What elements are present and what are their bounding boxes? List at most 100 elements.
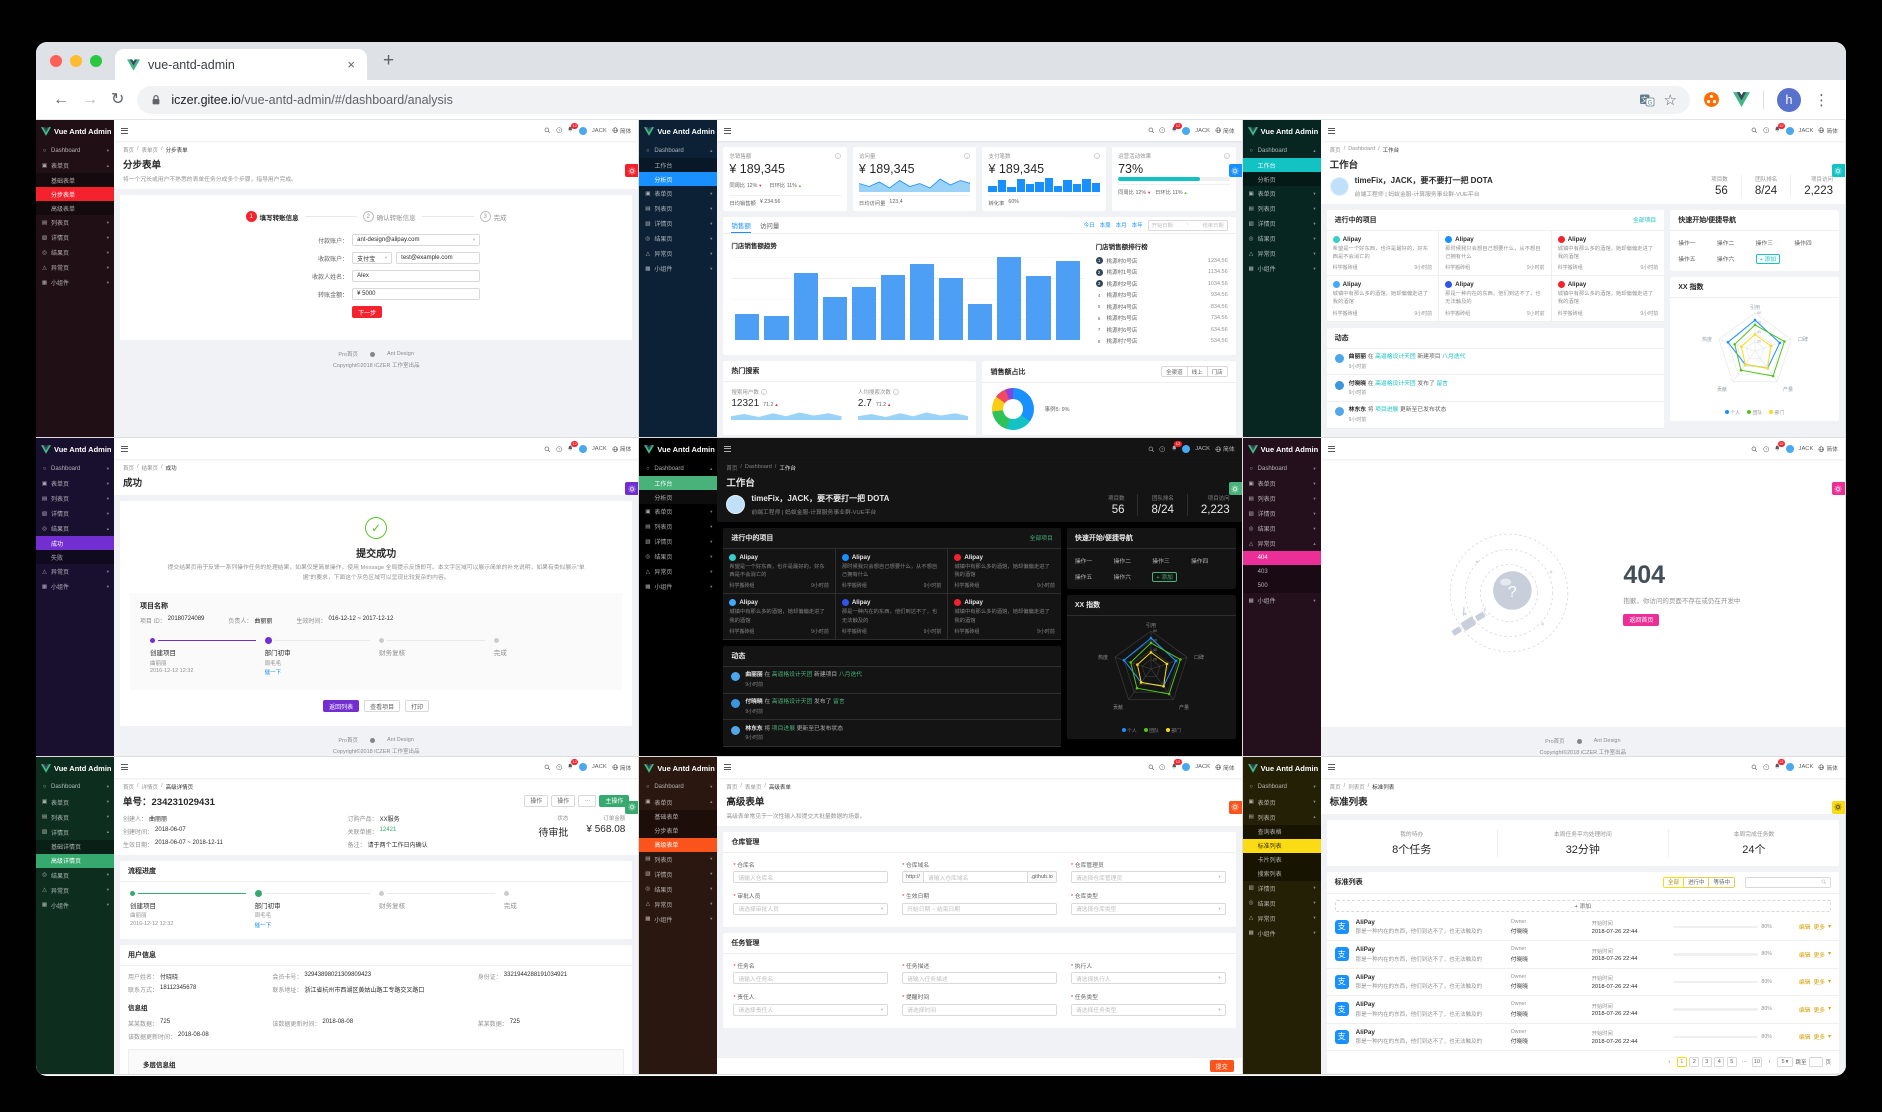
sidebar-item[interactable]: ▣ 表单页 ▾ — [36, 795, 114, 810]
edit-link[interactable]: 编辑 — [1798, 1035, 1811, 1042]
sidebar-item[interactable]: △ 异常页 ▾ — [639, 564, 717, 579]
secondary-button-1[interactable]: 查看项目 — [364, 700, 401, 713]
sidebar-subitem[interactable]: 工作台 — [639, 476, 718, 491]
header-help-icon[interactable]: ? — [1762, 764, 1770, 771]
sidebar-item[interactable]: ○ Dashboard ▾ — [1243, 780, 1321, 795]
feed-object-link[interactable]: 八月迭代 — [1442, 354, 1466, 360]
sidebar-item[interactable]: ▤ 列表页 ▾ — [1243, 201, 1321, 216]
github-icon[interactable] — [1576, 738, 1582, 744]
sidebar-item[interactable]: △ 异常页 ▾ — [36, 260, 114, 275]
project-group[interactable]: 科学搬砖组 — [1445, 310, 1471, 317]
sidebar-item[interactable]: ◎ 结果页 ▾ — [1243, 521, 1321, 536]
edit-link[interactable]: 编辑 — [1798, 1007, 1811, 1014]
all-projects-link[interactable]: 全部项目 — [1633, 218, 1657, 224]
all-projects-link[interactable]: 全部项目 — [1029, 536, 1053, 543]
header-help-icon[interactable]: ? — [1159, 127, 1166, 134]
sidebar-subitem[interactable]: 分步表单 — [639, 824, 717, 838]
edit-link[interactable]: 编辑 — [1798, 980, 1811, 987]
menu-fold-icon[interactable] — [121, 764, 128, 771]
footer-link-antd[interactable]: Ant Design — [1593, 738, 1621, 745]
project-card[interactable]: Alipay 那是一种内在的东西，他们到达不了，也无法触及的 科学搬砖组 9小时前 — [835, 594, 949, 640]
page-button-10[interactable]: 10 — [1751, 1057, 1762, 1068]
input-field[interactable]: 请输入任务名 — [733, 972, 889, 985]
sidebar-item[interactable]: ▦ 小组件 ▾ — [36, 275, 114, 290]
more-link[interactable]: 更多 — [1813, 1007, 1826, 1014]
user-avatar[interactable] — [1182, 444, 1191, 453]
header-bell-icon[interactable]: 12 — [567, 759, 579, 772]
sidebar-item[interactable]: ▣ 表单页 ▾ — [1243, 476, 1321, 491]
menu-fold-icon[interactable] — [1327, 127, 1335, 134]
filter-2[interactable]: 等待中 — [1709, 876, 1735, 888]
project-group[interactable]: 科学搬砖组 — [1445, 265, 1471, 271]
quick-link-3[interactable]: 操作四 — [1794, 240, 1812, 247]
quick-link-0[interactable]: 操作一 — [1074, 558, 1093, 565]
menu-fold-icon[interactable] — [724, 445, 732, 452]
project-card[interactable]: Alipay 那时候我只会想自己想要什么，从不想自己拥有什么 科学搬砖组 9小时前 — [1439, 230, 1552, 276]
header-search-icon[interactable] — [1751, 446, 1758, 453]
user-avatar[interactable] — [578, 763, 587, 772]
theme-settings-button[interactable] — [1831, 800, 1845, 814]
quick-link-2[interactable]: 操作三 — [1755, 240, 1773, 247]
sidebar-item[interactable]: ▦ 小组件 ▾ — [1243, 926, 1321, 941]
theme-settings-button[interactable] — [625, 164, 639, 177]
sidebar-item[interactable]: ▣ 表单页 ▾ — [639, 186, 717, 201]
project-card[interactable]: Alipay 希望是一个好东西，也许是最好的，好东西是不会消亡的 科学搬砖组 9小时前 — [1326, 230, 1440, 276]
quick-link-1[interactable]: 操作二 — [1716, 240, 1735, 247]
sidebar-item[interactable]: △ 异常页 ▾ — [639, 246, 717, 261]
breadcrumb-item[interactable]: Dashboard — [744, 464, 772, 471]
sidebar-item[interactable]: ▣ 表单页 ▾ — [1243, 186, 1321, 201]
profile-avatar[interactable]: h — [1777, 87, 1801, 112]
header-help-icon[interactable]: ? — [1159, 764, 1166, 771]
header-search-icon[interactable] — [544, 127, 551, 134]
user-avatar[interactable] — [578, 444, 587, 453]
breadcrumb-item[interactable]: 首页 — [123, 784, 135, 791]
header-search-icon[interactable] — [1148, 446, 1155, 453]
sidebar-subitem[interactable]: 工作台 — [1242, 158, 1321, 172]
receiver-type-select[interactable]: 支付宝 ▾ — [352, 252, 393, 264]
feed-user[interactable]: 曲丽丽 — [745, 672, 763, 679]
project-card[interactable]: Alipay 城镇中有那么多的酒馆，她却偏偏走进了我的酒馆 科学搬砖组 9小时前 — [948, 549, 1061, 595]
project-group[interactable]: 科学搬砖组 — [729, 583, 755, 590]
project-group[interactable]: 科学搬砖组 — [1332, 265, 1358, 271]
project-group[interactable]: 科学搬砖组 — [841, 583, 867, 590]
sidebar-subitem[interactable]: 基础表单 — [36, 173, 114, 187]
footer-link-pro[interactable]: Pro首页 — [338, 738, 358, 745]
project-card[interactable]: Alipay 城镇中有那么多的酒馆，她却偏偏走进了我的酒馆 科学搬砖组 9小时前 — [1551, 231, 1665, 276]
window-zoom-button[interactable] — [90, 55, 102, 67]
sidebar-subitem[interactable]: 高级表单 — [36, 201, 114, 215]
sidebar-subitem[interactable]: 分析页 — [1243, 172, 1321, 186]
more-actions-button[interactable]: ··· — [578, 794, 597, 807]
item-name[interactable]: AliPay — [1355, 1028, 1375, 1036]
tab-visits[interactable]: 访问量 — [759, 222, 780, 230]
sidebar-item[interactable]: ◎ 结果页 ▾ — [639, 549, 717, 564]
more-link[interactable]: 更多 — [1813, 952, 1826, 959]
range-link-2[interactable]: 本月 — [1115, 223, 1127, 229]
project-card[interactable]: Alipay 城镇中有那么多的酒馆，她却偏偏走进了我的酒馆 科学搬砖组 9小时前 — [1326, 276, 1440, 322]
menu-fold-icon[interactable] — [1327, 445, 1335, 452]
user-avatar[interactable] — [1785, 126, 1794, 135]
sidebar-item[interactable]: ▧ 详情页 ▾ — [639, 216, 717, 231]
header-search-icon[interactable] — [1148, 764, 1155, 771]
sidebar-item[interactable]: ○ Dashboard ▾ — [36, 780, 114, 795]
sidebar-item[interactable]: △ 异常页 ▴ — [1243, 536, 1321, 551]
feed-user[interactable]: 付晓晓 — [1348, 380, 1367, 387]
project-group[interactable]: 科学搬砖组 — [841, 628, 867, 635]
sidebar-item[interactable]: ▧ 详情页 ▾ — [36, 506, 114, 521]
sidebar-item[interactable]: ▦ 小组件 ▾ — [639, 261, 717, 276]
sidebar-item[interactable]: ○ Dashboard ▾ — [36, 143, 114, 158]
address-bar[interactable]: iczer.gitee.io/vue-antd-admin/#/dashboar… — [137, 85, 1690, 114]
header-bell-icon[interactable]: 12 — [1171, 759, 1182, 772]
sidebar-item[interactable]: △ 异常页 ▾ — [1243, 911, 1321, 926]
more-link[interactable]: 更多 — [1813, 980, 1826, 987]
breadcrumb-item[interactable]: 表单页 — [141, 148, 159, 154]
sidebar-item[interactable]: ▧ 详情页 ▾ — [36, 230, 114, 245]
sidebar-item[interactable]: ▤ 列表页 ▾ — [36, 810, 114, 825]
menu-fold-icon[interactable] — [724, 127, 732, 134]
tab-sales[interactable]: 销售额 — [731, 217, 751, 233]
quick-link-4[interactable]: 操作五 — [1074, 575, 1093, 582]
range-link-0[interactable]: 今日 — [1083, 223, 1095, 229]
add-quick-link-button[interactable]: + 添加 — [1152, 571, 1177, 582]
sidebar-item[interactable]: △ 异常页 ▾ — [1243, 246, 1321, 261]
feed-target-link[interactable]: 高逼格设计天团 — [771, 699, 813, 706]
